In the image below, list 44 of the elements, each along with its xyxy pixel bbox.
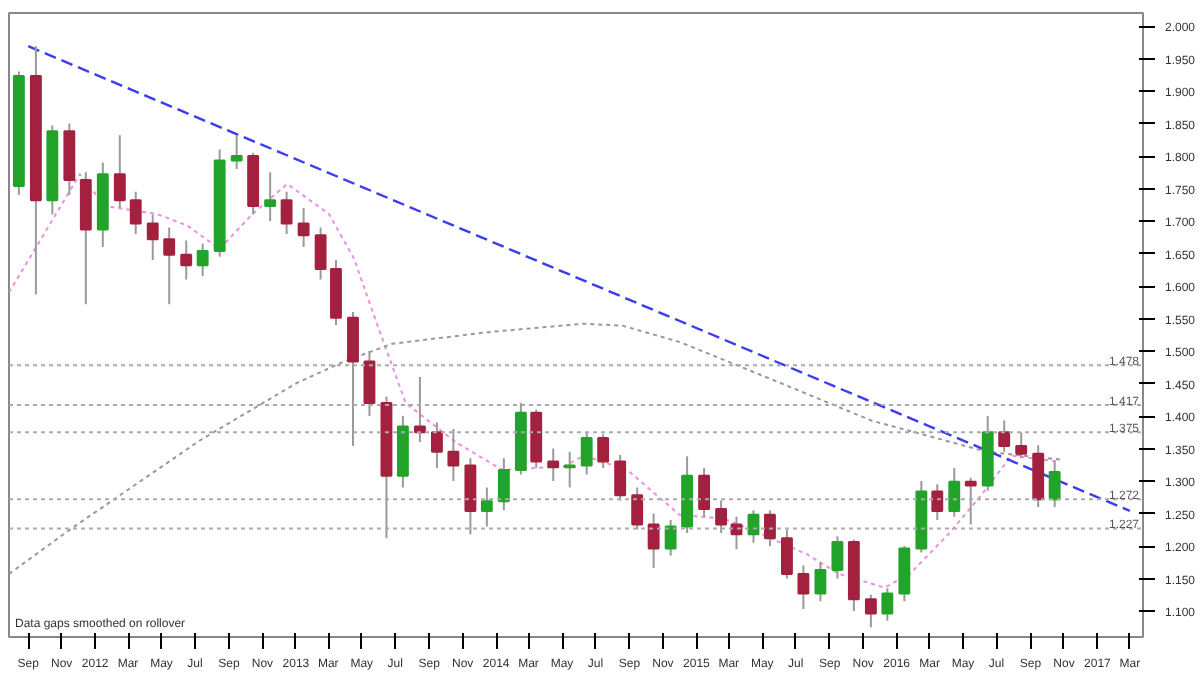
candlestick — [447, 428, 460, 482]
candlestick — [363, 350, 376, 417]
candlestick — [230, 134, 243, 170]
candlestick — [898, 545, 911, 603]
candlestick — [814, 561, 827, 603]
candlestick — [264, 171, 277, 222]
candlestick — [797, 564, 810, 611]
candlestick — [163, 226, 176, 306]
candlestick — [931, 483, 944, 521]
candlestick — [614, 454, 627, 502]
candlestick — [831, 535, 844, 580]
candlestick — [764, 509, 776, 547]
candlestick — [146, 213, 159, 261]
candlestick — [280, 190, 293, 235]
candlestick — [129, 190, 142, 235]
candlestick — [464, 457, 477, 536]
candlestick — [964, 476, 977, 526]
candlestick — [597, 433, 610, 469]
candlestick — [948, 467, 961, 518]
candlestick — [180, 239, 193, 281]
candlestick — [1048, 460, 1061, 508]
candlestick — [196, 242, 209, 278]
candlestick — [664, 519, 677, 557]
line-series — [9, 322, 1062, 575]
candlestick — [715, 499, 728, 534]
candlestick — [881, 587, 894, 622]
candlestick — [113, 134, 126, 209]
candlestick — [547, 447, 560, 482]
candlestick — [297, 207, 310, 248]
candlestick — [497, 457, 510, 512]
candlestick — [563, 450, 576, 489]
candlestick — [631, 486, 644, 531]
candlestick — [1015, 431, 1028, 460]
candlestick — [314, 226, 327, 281]
candlestick — [647, 512, 660, 570]
candlestick — [480, 486, 493, 528]
candlestick — [864, 593, 877, 629]
candlestick — [430, 421, 443, 469]
candlestick — [580, 431, 593, 476]
candlestick — [998, 419, 1011, 453]
candlestick — [413, 376, 426, 443]
candlestick — [1032, 444, 1045, 508]
candlestick — [698, 467, 711, 518]
candlestick — [781, 528, 793, 580]
